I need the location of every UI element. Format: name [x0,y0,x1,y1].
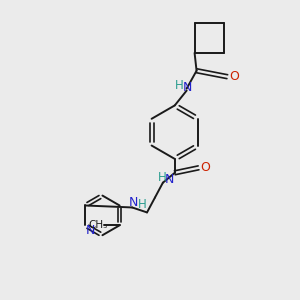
Text: CH₃: CH₃ [88,220,107,230]
Text: O: O [200,161,210,174]
Text: H: H [158,171,166,184]
Text: N: N [85,224,95,237]
Text: N: N [165,173,175,186]
Text: H: H [138,198,146,211]
Text: H: H [175,79,184,92]
Text: O: O [229,70,239,83]
Text: N: N [128,196,138,209]
Text: N: N [183,81,192,94]
